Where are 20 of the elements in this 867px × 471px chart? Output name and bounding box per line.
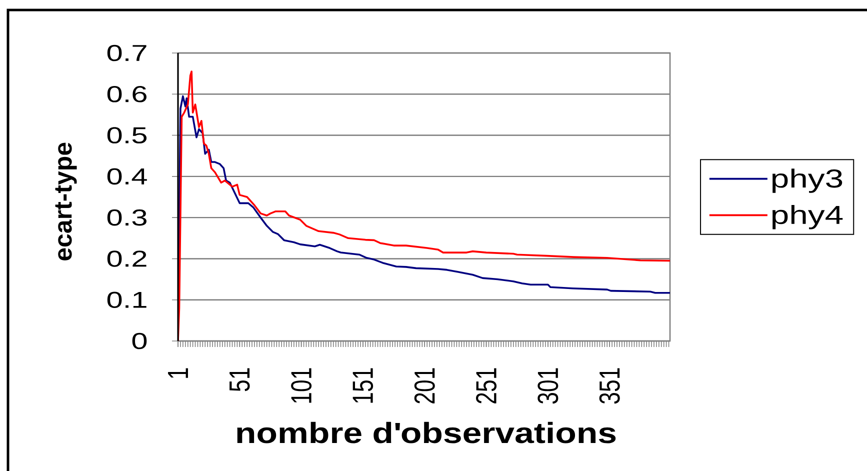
x-tick-label: 301 xyxy=(538,368,558,404)
x-tick-label: 251 xyxy=(476,368,497,404)
y-tick-label: 0.3 xyxy=(107,209,146,226)
x-tick-label: 101 xyxy=(291,368,312,403)
legend-label: phy4 xyxy=(772,205,843,230)
y-tick-label: 0.7 xyxy=(107,44,146,62)
y-tick-label: 0.6 xyxy=(107,86,146,102)
y-tick-label: 0.1 xyxy=(107,292,146,308)
x-tick-label: 351 xyxy=(599,368,620,404)
x-tick-label: 1 xyxy=(168,368,188,378)
y-tick-label: 0.2 xyxy=(107,250,146,267)
x-tick-label: 51 xyxy=(230,368,250,392)
y-axis-title: ecart-type xyxy=(55,142,77,260)
legend-label: phy3 xyxy=(772,168,842,193)
x-axis-title: nombre d'observations xyxy=(237,422,616,444)
y-tick-label: 0.5 xyxy=(107,127,147,144)
x-tick-label: 201 xyxy=(414,368,435,404)
y-tick-label: 0.4 xyxy=(107,168,147,185)
y-tick-label: 0 xyxy=(132,332,147,350)
x-tick-label: 151 xyxy=(352,368,374,403)
